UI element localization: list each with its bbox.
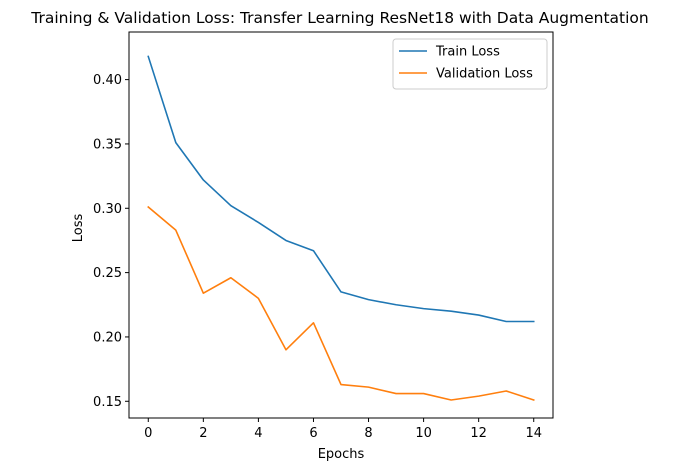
- x-tick-label: 10: [415, 426, 432, 441]
- x-tick-label: 4: [254, 426, 262, 441]
- y-tick-label: 0.25: [93, 266, 122, 281]
- y-tick-label: 0.40: [93, 73, 122, 88]
- y-axis: 0.15 0.20 0.25 0.30 0.35 0.40: [93, 73, 129, 410]
- chart-title: Training & Validation Loss: Transfer Lea…: [30, 9, 648, 27]
- y-tick-label: 0.30: [93, 202, 122, 217]
- y-tick-label: 0.15: [93, 395, 122, 410]
- x-axis-label: Epochs: [318, 447, 365, 462]
- series-layer: [147, 55, 535, 401]
- legend-box: [392, 38, 548, 90]
- x-tick-label: 12: [470, 426, 487, 441]
- y-tick-label: 0.35: [93, 137, 122, 152]
- y-axis-label: Loss: [71, 214, 86, 243]
- x-tick-label: 14: [525, 426, 542, 441]
- x-tick-label: 8: [364, 426, 372, 441]
- plot-area: [128, 31, 554, 419]
- plot-frame: [128, 31, 554, 419]
- x-axis: 0 2 4 6 8 10 12 14: [144, 418, 542, 441]
- series-line-validation-loss: [147, 205, 535, 401]
- legend-label: Validation Loss: [436, 67, 533, 82]
- legend: Train Loss Validation Loss: [392, 38, 548, 90]
- x-tick-label: 2: [199, 426, 207, 441]
- y-tick-label: 0.20: [93, 330, 122, 345]
- series-line-train-loss: [147, 55, 535, 323]
- x-tick-label: 6: [309, 426, 317, 441]
- x-tick-label: 0: [144, 426, 152, 441]
- legend-label: Train Loss: [435, 45, 500, 60]
